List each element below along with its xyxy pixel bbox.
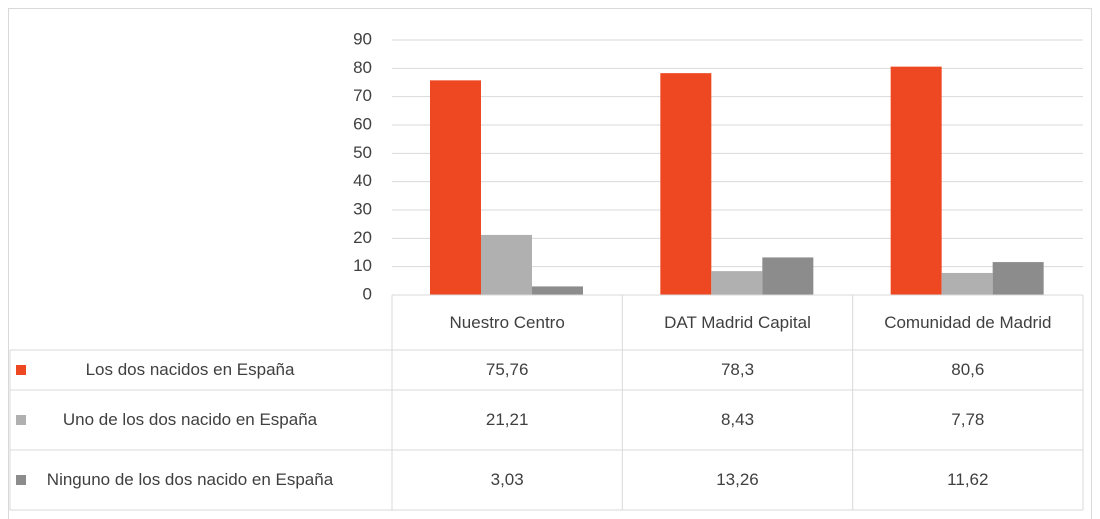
y-tick-label: 80 xyxy=(353,58,372,77)
legend-label: Ninguno de los dos nacido en España xyxy=(46,470,334,489)
table-cell: 80,6 xyxy=(951,360,985,379)
legend-key xyxy=(16,365,26,375)
legend-label: Los dos nacidos en España xyxy=(85,360,295,379)
bar xyxy=(992,262,1044,295)
table-cell: 8,43 xyxy=(720,410,755,429)
bar xyxy=(532,286,583,295)
row-label: Uno de los dos nacido en España xyxy=(10,390,392,450)
y-tick-label: 0 xyxy=(363,284,372,303)
table-cell: 7,78 xyxy=(951,410,985,429)
table-cell: DAT Madrid Capital xyxy=(664,312,811,332)
table-cell: Nuestro Centro xyxy=(449,312,565,332)
table-cell: Comunidad de Madrid xyxy=(884,312,1052,332)
y-tick-label: 30 xyxy=(353,199,372,218)
bar xyxy=(890,66,942,295)
table-cell: 11,62 xyxy=(947,470,989,489)
bar xyxy=(711,271,763,295)
row-label: Los dos nacidos en España xyxy=(10,350,392,390)
y-tick-label: 40 xyxy=(353,171,372,190)
table-cell: 21,21 xyxy=(485,410,529,429)
y-tick-label: 70 xyxy=(353,86,372,105)
legend-key xyxy=(16,475,26,485)
table-cell: 78,3 xyxy=(720,360,755,379)
y-tick-label: 10 xyxy=(353,256,372,275)
legend-key xyxy=(16,415,26,425)
y-tick-label: 60 xyxy=(353,114,372,133)
legend-label: Uno de los dos nacido en España xyxy=(62,410,318,429)
bar xyxy=(660,73,712,296)
table-cell: 3,03 xyxy=(490,470,524,489)
row-label: Ninguno de los dos nacido en España xyxy=(10,450,392,510)
table-cell: 13,26 xyxy=(716,470,759,489)
chart-frame xyxy=(8,8,1092,519)
y-tick-label: 50 xyxy=(353,143,372,162)
bar xyxy=(941,272,993,295)
bar xyxy=(762,257,814,295)
y-tick-label: 20 xyxy=(353,228,372,247)
bar xyxy=(481,234,532,295)
bar xyxy=(430,80,481,295)
table-cell: 75,76 xyxy=(485,360,529,379)
y-tick-label: 90 xyxy=(353,29,372,48)
